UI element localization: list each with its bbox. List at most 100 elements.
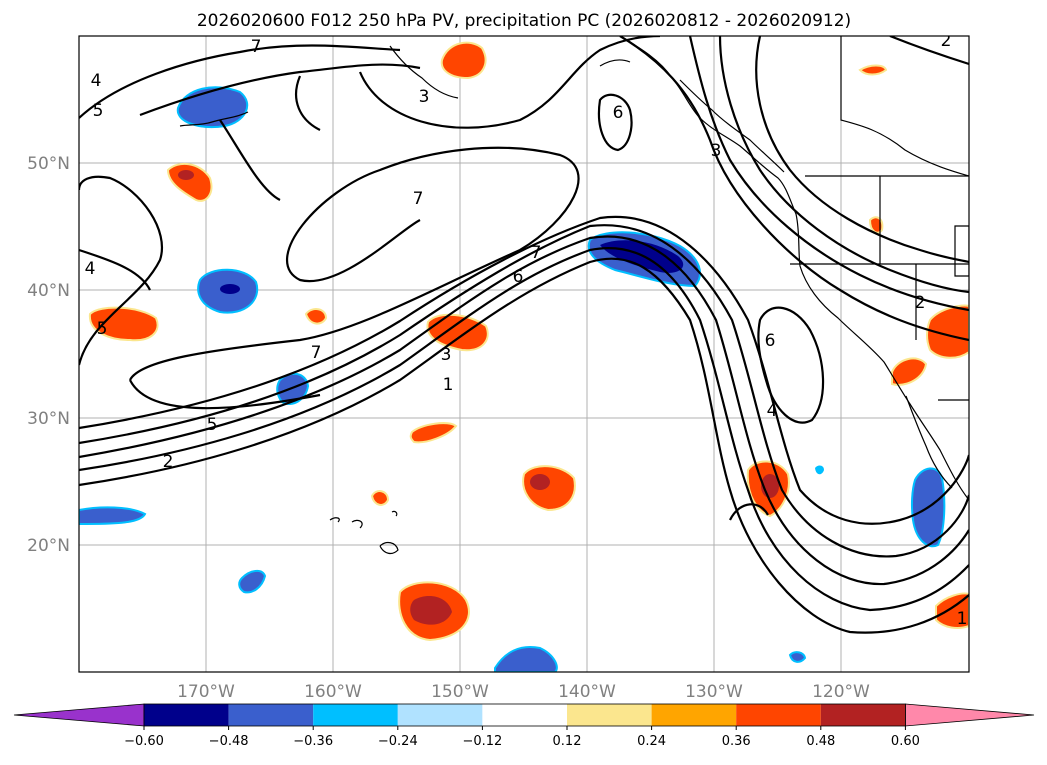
coastline-alaska xyxy=(679,79,785,173)
colorbar-tick-label: −0.36 xyxy=(293,734,333,749)
lon-label: 130°W xyxy=(685,682,743,702)
pv-contour xyxy=(889,36,969,66)
lon-label: 120°W xyxy=(812,682,870,702)
lon-label: 140°W xyxy=(558,682,616,702)
contour-label: 2 xyxy=(915,293,926,313)
colorbar-tick-label: −0.48 xyxy=(209,734,249,749)
colorbar-outline xyxy=(143,703,906,727)
colorbar: −0.60 −0.48 −0.36 −0.24 −0.12 0.12 0.24 0.36 0.4… xyxy=(13,703,1035,749)
lon-label: 170°W xyxy=(177,682,235,702)
contour-label: 6 xyxy=(765,331,776,351)
contour-label: 7 xyxy=(311,343,322,363)
colorbar-segment xyxy=(228,704,314,726)
neg-anomaly-core xyxy=(220,284,240,294)
contour-label: 2 xyxy=(163,452,174,472)
pos-anomaly-core xyxy=(410,596,452,625)
pv-contour xyxy=(79,215,969,525)
pv-contour xyxy=(718,36,969,294)
latitude-labels: 50°N 40°N 30°N 20°N xyxy=(27,154,70,556)
pv-contour xyxy=(129,146,580,381)
pv-contour xyxy=(79,44,401,119)
state-border xyxy=(954,225,969,277)
map-panel: 7 4 5 3 6 3 7 4 5 7 6 7 3 1 5 2 6 4 2 1 … xyxy=(79,36,969,672)
lat-label: 30°N xyxy=(27,409,70,429)
colorbar-segment xyxy=(482,704,567,726)
coastline-islands xyxy=(329,510,399,555)
colorbar-segment xyxy=(820,704,906,726)
neg-anomaly-blob xyxy=(815,465,824,475)
coastlines xyxy=(179,36,969,555)
contour-labels: 7 4 5 3 6 3 7 4 5 7 6 7 3 1 5 2 6 4 2 1 … xyxy=(85,36,968,629)
pv-contour xyxy=(79,248,151,291)
contour-label: 1 xyxy=(957,609,968,629)
pos-anomaly-blob xyxy=(409,422,458,444)
pv-contour xyxy=(79,224,969,558)
state-border xyxy=(840,36,969,177)
contour-label: 6 xyxy=(513,267,524,287)
colorbar-tick-label: 0.60 xyxy=(891,734,920,749)
pv-contour xyxy=(219,119,281,201)
pv-contour xyxy=(79,247,969,612)
colorbar-tick-label: 0.12 xyxy=(553,734,582,749)
pos-anomaly-blob xyxy=(891,357,928,386)
neg-anomaly-blob xyxy=(238,570,267,594)
pos-anomaly-core xyxy=(530,474,550,490)
contour-label: 1 xyxy=(443,375,454,395)
contour-label: 6 xyxy=(613,103,624,123)
contour-label: 5 xyxy=(93,101,104,121)
pv-contour xyxy=(139,63,421,117)
contour-label: 3 xyxy=(711,141,722,161)
contour-label: 7 xyxy=(413,189,424,209)
colorbar-tick-label: 0.48 xyxy=(806,734,835,749)
contour-label: 4 xyxy=(767,401,778,421)
colorbar-segment xyxy=(397,704,483,726)
colorbar-segment xyxy=(651,704,737,726)
pos-anomaly-core xyxy=(178,170,194,180)
pv-contour xyxy=(597,93,633,152)
pos-anomaly-blob xyxy=(426,313,489,352)
contour-label: 4 xyxy=(85,259,96,279)
coastline-aleutians xyxy=(179,45,631,127)
contour-label: 5 xyxy=(97,319,108,339)
map-frame xyxy=(78,35,970,673)
precipitation-anomalies xyxy=(79,41,969,672)
figure-title: 2026020600 F012 250 hPa PV, precipitatio… xyxy=(197,11,851,31)
colorbar-tick-label: −0.60 xyxy=(124,734,164,749)
pos-anomaly-blob xyxy=(858,64,888,76)
lat-label: 20°N xyxy=(27,536,70,556)
colorbar-segment xyxy=(144,704,229,726)
longitude-labels: 170°W 160°W 150°W 140°W 130°W 120°W xyxy=(177,682,870,702)
pv-contour xyxy=(129,379,321,410)
colorbar-segment xyxy=(736,704,821,726)
contour-label: 7 xyxy=(251,37,262,57)
colorbar-tick-label: −0.24 xyxy=(378,734,418,749)
neg-anomaly-blob xyxy=(494,646,558,672)
pv-contour xyxy=(358,36,661,129)
pos-anomaly-blob xyxy=(440,41,487,80)
pv-contour xyxy=(755,36,969,264)
coastline-baja xyxy=(905,395,953,489)
colorbar-tick-label: 0.36 xyxy=(722,734,751,749)
pv-contours xyxy=(79,36,969,634)
colorbar-extend-min xyxy=(13,703,145,727)
pos-anomaly-blob xyxy=(370,490,390,506)
neg-anomaly-blob xyxy=(788,651,807,663)
pv-contour xyxy=(79,235,969,586)
pv-contour xyxy=(295,75,321,131)
pv-contour xyxy=(688,36,969,312)
colorbar-extend-max xyxy=(905,703,1035,727)
neg-anomaly-blob xyxy=(79,506,147,525)
pv-contour xyxy=(757,306,825,424)
lon-label: 150°W xyxy=(431,682,489,702)
neg-anomaly-blob xyxy=(176,86,249,128)
colorbar-segment xyxy=(567,704,652,726)
contour-label: 7 xyxy=(531,243,542,263)
lat-label: 50°N xyxy=(27,154,70,174)
lon-label: 160°W xyxy=(304,682,362,702)
pv-contour xyxy=(79,175,163,366)
colorbar-tick-label: 0.24 xyxy=(637,734,666,749)
contour-label: 5 xyxy=(207,415,218,435)
contour-label: 4 xyxy=(91,71,102,91)
pv-contour xyxy=(79,257,969,634)
